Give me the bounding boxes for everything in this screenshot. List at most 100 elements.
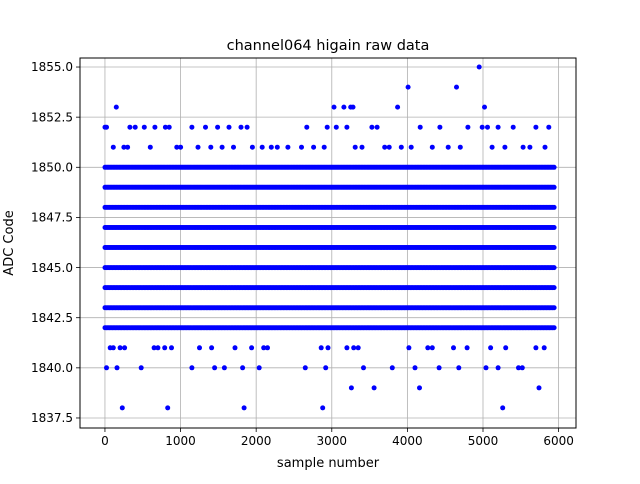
data-point	[386, 144, 392, 150]
data-point	[127, 124, 133, 130]
data-point	[178, 144, 184, 150]
data-point	[117, 345, 123, 351]
data-point	[138, 365, 144, 371]
data-point	[359, 144, 365, 150]
data-point	[299, 144, 304, 150]
data-point	[265, 345, 270, 351]
data-point	[479, 124, 485, 130]
data-point	[304, 124, 310, 130]
data-point	[208, 144, 214, 150]
x-tick-label: 0	[101, 434, 109, 448]
x-axis-ticks: 0 1000 2000 3000 4000 5000 6000	[101, 428, 574, 448]
data-point	[527, 144, 533, 150]
x-axis-label: sample number	[277, 456, 380, 471]
data-point	[405, 84, 411, 90]
data-point	[238, 124, 244, 130]
data-point	[503, 345, 509, 351]
data-point	[318, 345, 324, 351]
data-point	[241, 405, 247, 411]
y-axis-ticks: 1837.5 1840.0 1842.5 1845.0 1847.5 1850.0 1852…	[31, 60, 80, 425]
y-tick-label: 1855.0	[31, 60, 73, 74]
data-point	[536, 385, 542, 391]
data-point	[249, 144, 255, 150]
data-point	[331, 104, 337, 110]
data-point	[285, 144, 291, 150]
data-point	[147, 144, 153, 150]
data-point	[302, 365, 308, 371]
data-point	[488, 345, 494, 351]
data-point	[533, 124, 539, 130]
y-tick-label: 1852.5	[31, 110, 73, 124]
data-point	[456, 365, 462, 371]
data-point	[169, 345, 174, 351]
y-tick-label: 1850.0	[31, 160, 73, 174]
data-point	[209, 345, 215, 351]
data-point	[495, 124, 501, 130]
data-point	[412, 365, 418, 371]
data-point	[325, 345, 331, 351]
data-point	[355, 345, 361, 351]
data-point	[361, 365, 366, 371]
data-point	[189, 124, 195, 130]
data-point	[389, 365, 395, 371]
data-point	[132, 124, 138, 130]
data-point	[261, 345, 267, 351]
data-point	[510, 124, 516, 130]
data-point	[445, 144, 451, 150]
data-point	[551, 164, 557, 170]
data-point	[465, 124, 471, 130]
data-point	[374, 124, 380, 130]
data-point	[483, 365, 489, 371]
data-point	[162, 124, 168, 130]
data-point	[395, 104, 401, 110]
y-tick-label: 1837.5	[31, 411, 73, 425]
data-point	[519, 365, 525, 371]
data-point	[323, 365, 329, 371]
x-tick-label: 6000	[543, 434, 574, 448]
data-point	[551, 265, 557, 271]
data-point	[162, 345, 168, 351]
data-point	[119, 405, 125, 411]
chart-title: channel064 higain raw data	[227, 38, 430, 54]
data-point	[174, 144, 180, 150]
data-point	[121, 144, 127, 150]
data-point	[110, 144, 116, 150]
data-point	[551, 245, 557, 250]
data-point	[425, 345, 431, 351]
data-point	[274, 144, 280, 150]
data-point	[551, 285, 557, 291]
data-point	[259, 144, 265, 150]
data-point	[551, 325, 557, 331]
data-point	[125, 144, 131, 150]
data-point	[341, 104, 347, 110]
data-point	[382, 144, 388, 150]
data-point	[502, 144, 508, 150]
data-point	[482, 104, 487, 110]
data-point	[551, 225, 557, 230]
data-point	[451, 345, 456, 351]
data-point	[165, 405, 171, 411]
data-point	[151, 345, 157, 351]
data-point	[113, 104, 119, 110]
data-point	[485, 124, 490, 130]
data-point	[321, 144, 327, 150]
data-point	[344, 124, 350, 130]
x-tick-label: 4000	[392, 434, 423, 448]
data-point	[152, 124, 158, 130]
x-tick-label: 2000	[241, 434, 272, 448]
data-point	[333, 124, 339, 130]
data-point	[429, 144, 435, 150]
data-point	[268, 144, 274, 150]
data-point	[542, 144, 548, 150]
data-point	[221, 365, 227, 371]
data-point	[256, 365, 262, 371]
data-point	[454, 84, 459, 90]
data-point	[464, 345, 470, 351]
data-point	[489, 144, 495, 150]
data-point	[398, 144, 404, 150]
x-tick-label: 5000	[468, 434, 499, 448]
data-point	[348, 385, 354, 391]
data-point	[166, 124, 172, 130]
